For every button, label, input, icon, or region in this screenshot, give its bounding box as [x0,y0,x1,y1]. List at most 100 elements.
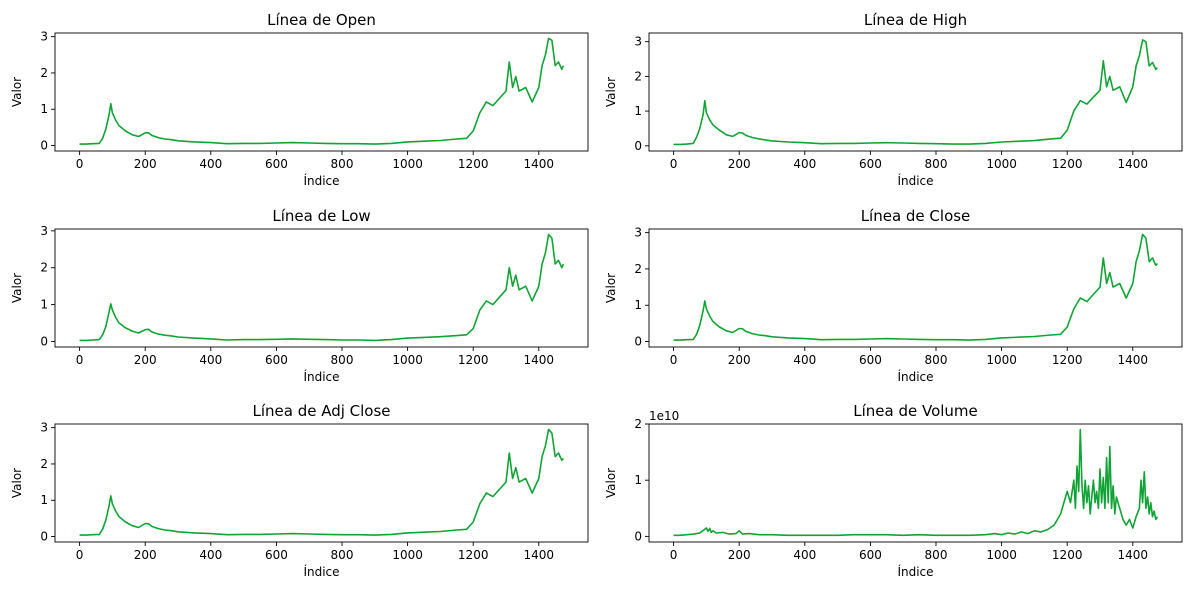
x-tick-label: 1400 [1118,548,1149,562]
x-tick-label: 800 [925,353,948,367]
y-tick-label: 2 [40,261,48,275]
x-tick-label: 1400 [524,548,555,562]
subplot-1: Línea de Open 0 200 400 600 800 1000 1200 1400 0 1… [10,11,589,188]
x-tick-label: 200 [728,157,751,171]
x-tick-label: 0 [76,548,84,562]
subplot-4: Línea de Close 0 200 400 600 800 1000 1200 1400 0… [604,207,1183,384]
x-tick-label: 600 [265,353,288,367]
chart-title: Línea de Volume [853,402,978,420]
subplot-3: Línea de Low 0 200 400 600 800 1000 1200 1400 0 1 2… [10,207,589,384]
y-tick-label: 0 [40,530,48,544]
x-tick-label: 800 [925,157,948,171]
x-tick-label: 400 [793,548,816,562]
y-axis-label: Valor [10,273,24,303]
y-tick-label: 0 [634,139,642,153]
plot-frame [648,32,1183,152]
x-axis-label: Índice [303,564,339,579]
y-tick-label: 2 [634,262,642,276]
x-tick-label: 0 [670,353,678,367]
chart-title: Línea de Open [267,11,376,29]
x-tick-label: 600 [859,353,882,367]
plot-frame [648,228,1183,348]
series-line [79,233,565,342]
x-tick-label: 1000 [392,353,423,367]
x-tick-label: 800 [331,353,354,367]
x-axis-label: Índice [303,369,339,384]
y-tick-label: 3 [40,30,48,44]
y-tick-label: 2 [634,417,642,431]
plot-frame [54,32,589,152]
y-axis-label: Valor [10,77,24,107]
x-axis-label: Índice [897,369,933,384]
y-tick-label: 0 [40,139,48,153]
x-tick-label: 1400 [1118,353,1149,367]
x-tick-label: 800 [331,157,354,171]
x-tick-label: 0 [76,353,84,367]
x-tick-label: 400 [793,353,816,367]
x-tick-label: 1200 [1052,353,1083,367]
y-tick-label: 1 [634,104,642,118]
y-tick-label: 3 [634,226,642,240]
plot-frame [54,423,589,543]
x-tick-label: 600 [859,548,882,562]
series-line [673,39,1158,146]
chart-title: Línea de Close [861,207,971,225]
series-line [673,428,1159,537]
y-tick-label: 1 [40,102,48,116]
x-axis-label: Índice [303,173,339,188]
x-tick-label: 1000 [986,548,1017,562]
y-axis-label: Valor [604,273,618,303]
x-tick-label: 1200 [1052,548,1083,562]
x-tick-label: 800 [925,548,948,562]
subplot-6: Línea de Volume 0 200 400 600 800 1000 1200 1400… [604,402,1183,579]
y-tick-label: 0 [634,529,642,543]
x-tick-label: 200 [728,548,751,562]
x-tick-label: 1200 [458,157,489,171]
x-tick-label: 1000 [392,548,423,562]
subplot-2: Línea de High 0 200 400 600 800 1000 1200 1400 0 1… [604,11,1183,188]
x-tick-label: 1400 [524,157,555,171]
x-tick-label: 200 [134,353,157,367]
x-axis-label: Índice [897,564,933,579]
x-tick-label: 800 [331,548,354,562]
y-tick-label: 1 [634,473,642,487]
x-tick-label: 1000 [986,353,1017,367]
chart-title: Línea de Adj Close [252,402,390,420]
y-axis-label: Valor [10,468,24,498]
x-tick-label: 1000 [986,157,1017,171]
y-tick-label: 2 [40,66,48,80]
y-tick-label: 0 [634,335,642,349]
y-tick-label: 2 [634,69,642,83]
y-tick-label: 3 [40,224,48,238]
y-axis-label: Valor [604,468,618,498]
x-tick-label: 1200 [458,548,489,562]
subplot-5: Línea de Adj Close 0 200 400 600 800 1000 1200 1… [10,402,589,579]
x-tick-label: 1000 [392,157,423,171]
series-line [79,428,564,536]
x-tick-label: 400 [199,548,222,562]
x-tick-label: 200 [134,548,157,562]
y-tick-label: 1 [634,298,642,312]
series-line [673,233,1158,341]
chart-title: Línea de High [864,11,967,29]
x-tick-label: 400 [793,157,816,171]
y-axis-label: Valor [604,77,618,107]
y-tick-label: 2 [40,457,48,471]
x-tick-label: 1200 [458,353,489,367]
chart-title: Línea de Low [272,207,370,225]
x-tick-label: 600 [265,157,288,171]
x-tick-label: 1200 [1052,157,1083,171]
x-tick-label: 0 [670,157,678,171]
x-tick-label: 600 [265,548,288,562]
y-tick-label: 1 [40,493,48,507]
x-axis-label: Índice [897,173,933,188]
y-offset-label: 1e10 [649,409,679,423]
x-tick-label: 1400 [1118,157,1149,171]
x-tick-label: 0 [76,157,84,171]
x-tick-label: 200 [728,353,751,367]
y-tick-label: 3 [634,35,642,49]
plot-frame [54,228,589,348]
